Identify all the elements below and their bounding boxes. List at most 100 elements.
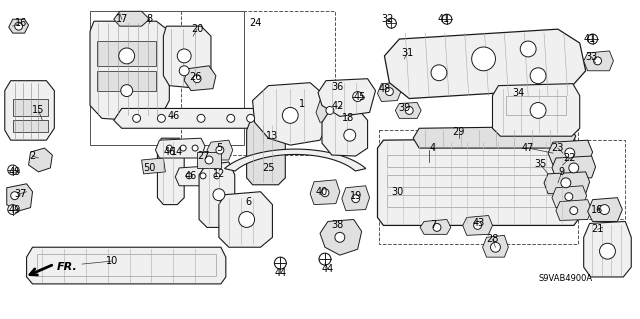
Polygon shape xyxy=(114,11,150,26)
Circle shape xyxy=(321,189,329,197)
Text: 8: 8 xyxy=(147,14,152,24)
Circle shape xyxy=(530,102,546,118)
Bar xyxy=(90,11,244,145)
Bar xyxy=(380,130,578,244)
Text: 27: 27 xyxy=(196,151,209,161)
Polygon shape xyxy=(378,138,580,226)
Polygon shape xyxy=(7,184,33,211)
Circle shape xyxy=(8,204,18,214)
Bar xyxy=(13,99,49,116)
Circle shape xyxy=(275,257,286,269)
Text: 17: 17 xyxy=(116,14,128,24)
Polygon shape xyxy=(342,186,369,211)
Text: 19: 19 xyxy=(349,191,362,201)
Text: 2: 2 xyxy=(29,151,36,161)
Bar xyxy=(387,195,571,207)
Text: 45: 45 xyxy=(353,92,366,101)
Text: 43: 43 xyxy=(472,219,484,228)
Circle shape xyxy=(214,173,220,179)
Text: 28: 28 xyxy=(486,234,499,244)
Text: 9: 9 xyxy=(559,167,565,177)
Bar xyxy=(97,71,156,91)
Polygon shape xyxy=(207,140,233,160)
Polygon shape xyxy=(320,219,362,255)
Text: 46: 46 xyxy=(163,147,175,157)
Text: 21: 21 xyxy=(591,224,604,234)
Text: 7: 7 xyxy=(430,220,436,230)
Polygon shape xyxy=(4,81,54,140)
Text: 44: 44 xyxy=(322,264,334,274)
Bar xyxy=(181,11,335,155)
Text: 24: 24 xyxy=(250,18,262,28)
Text: 29: 29 xyxy=(452,127,465,137)
Polygon shape xyxy=(316,99,342,122)
Text: S9VAB4900A: S9VAB4900A xyxy=(538,274,592,284)
Polygon shape xyxy=(588,198,622,221)
Bar xyxy=(197,152,221,168)
Circle shape xyxy=(588,34,598,44)
Polygon shape xyxy=(175,165,227,186)
Text: 5: 5 xyxy=(216,143,222,153)
Polygon shape xyxy=(27,247,226,284)
Text: 26: 26 xyxy=(189,72,202,82)
Circle shape xyxy=(520,41,536,57)
Text: 42: 42 xyxy=(332,101,344,111)
Text: 39: 39 xyxy=(398,103,410,114)
Circle shape xyxy=(530,68,546,84)
Polygon shape xyxy=(556,200,591,220)
Polygon shape xyxy=(552,156,596,178)
Text: 32: 32 xyxy=(381,14,394,24)
Bar xyxy=(387,155,571,167)
Circle shape xyxy=(157,115,165,122)
Circle shape xyxy=(8,165,18,175)
Circle shape xyxy=(472,47,495,71)
Circle shape xyxy=(186,173,192,179)
Circle shape xyxy=(179,66,189,76)
Circle shape xyxy=(246,115,255,122)
Circle shape xyxy=(180,145,186,151)
Text: 46: 46 xyxy=(185,171,197,181)
Circle shape xyxy=(353,92,363,101)
Text: 1: 1 xyxy=(299,100,305,109)
Circle shape xyxy=(600,243,616,259)
Polygon shape xyxy=(322,108,367,156)
Circle shape xyxy=(431,65,447,81)
Circle shape xyxy=(326,107,334,115)
Text: 36: 36 xyxy=(332,82,344,92)
Polygon shape xyxy=(156,138,205,158)
Polygon shape xyxy=(219,192,273,247)
Circle shape xyxy=(166,145,172,151)
Text: 18: 18 xyxy=(342,113,354,123)
Polygon shape xyxy=(318,79,376,116)
Text: 34: 34 xyxy=(512,88,524,98)
Circle shape xyxy=(282,108,298,123)
Polygon shape xyxy=(493,84,580,136)
Text: 46: 46 xyxy=(167,111,179,121)
Text: 14: 14 xyxy=(171,147,184,157)
Text: 47: 47 xyxy=(522,143,534,153)
Polygon shape xyxy=(157,138,184,204)
Circle shape xyxy=(177,49,191,63)
Text: 40: 40 xyxy=(316,187,328,197)
Polygon shape xyxy=(90,21,170,120)
Circle shape xyxy=(335,232,345,242)
Text: 48: 48 xyxy=(378,84,390,93)
Circle shape xyxy=(239,211,255,227)
Polygon shape xyxy=(253,83,330,145)
Text: 49: 49 xyxy=(8,167,21,177)
Polygon shape xyxy=(141,158,165,174)
Circle shape xyxy=(565,193,573,201)
Text: 16: 16 xyxy=(15,18,27,28)
Text: 13: 13 xyxy=(266,131,278,141)
Circle shape xyxy=(319,253,331,265)
Bar xyxy=(97,41,156,66)
Circle shape xyxy=(387,18,396,28)
Circle shape xyxy=(11,192,19,200)
Polygon shape xyxy=(114,108,268,128)
Circle shape xyxy=(197,115,205,122)
Polygon shape xyxy=(9,19,29,33)
Circle shape xyxy=(405,107,413,115)
Text: 22: 22 xyxy=(564,153,576,163)
Text: 31: 31 xyxy=(401,48,413,58)
Circle shape xyxy=(216,146,224,154)
